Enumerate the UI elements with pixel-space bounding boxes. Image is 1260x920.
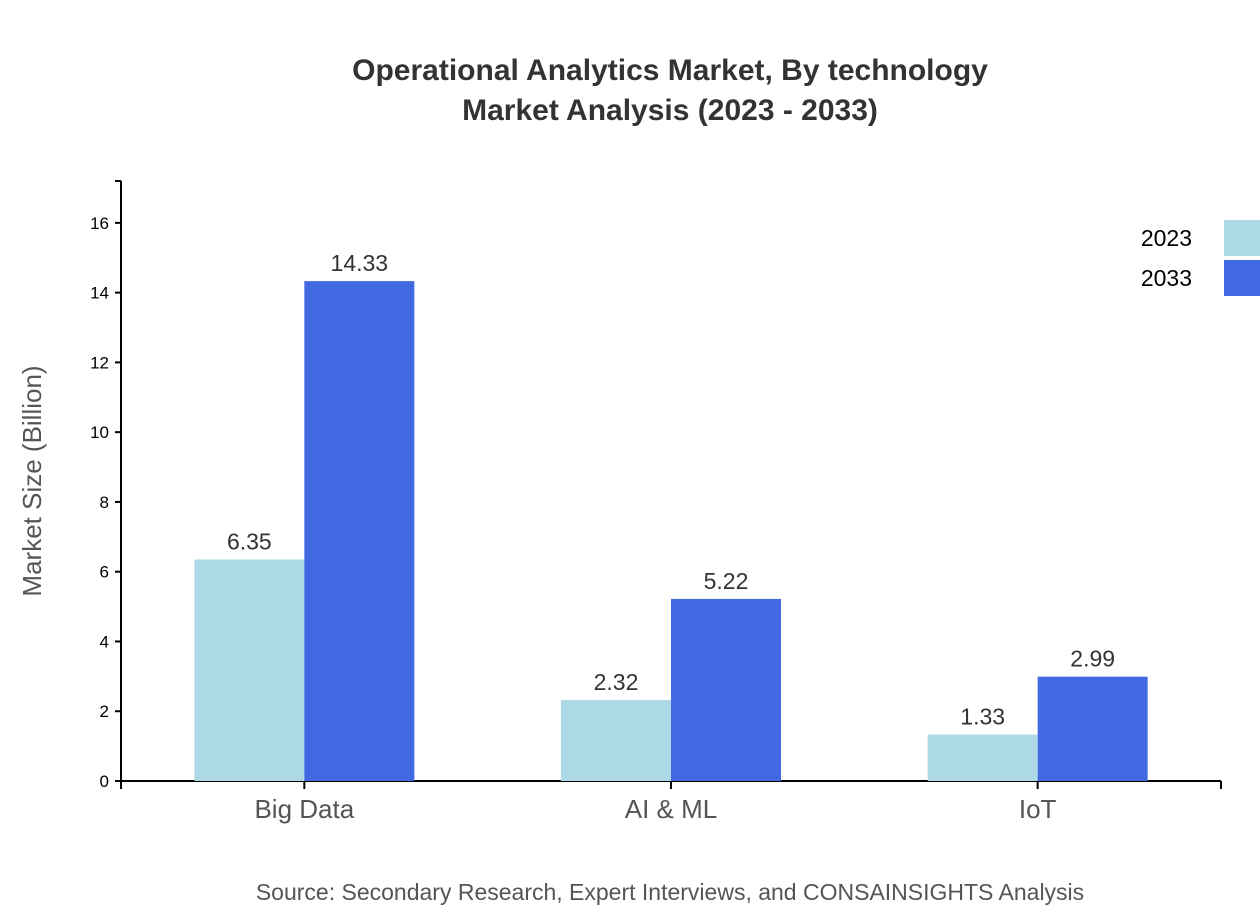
x-tick-label: AI & ML: [625, 794, 717, 824]
bar-2033-ai-ml: [671, 598, 781, 781]
y-tick-label: 0: [100, 772, 109, 791]
legend-swatch-2033: [1224, 260, 1260, 296]
y-tick-label: 12: [90, 353, 109, 372]
chart-subtitle: Market Analysis (2023 - 2033): [462, 94, 878, 127]
x-tick-label: IoT: [1019, 794, 1057, 824]
data-label: 6.35: [227, 528, 272, 554]
bar-2023-big-data: [194, 559, 305, 781]
data-label: 1.33: [960, 704, 1005, 730]
legend-label: 2023: [1141, 225, 1192, 251]
y-tick-label: 4: [100, 632, 109, 651]
data-label: 14.33: [331, 250, 389, 276]
y-tick-label: 10: [90, 423, 109, 442]
data-label: 2.32: [594, 669, 639, 695]
source-note: Source: Secondary Research, Expert Inter…: [256, 879, 1084, 905]
bar-2033-big-data: [304, 281, 415, 781]
data-label: 5.22: [704, 568, 749, 594]
y-tick-label: 2: [100, 702, 109, 721]
y-tick-label: 6: [100, 563, 109, 582]
legend-swatch-2023: [1224, 220, 1260, 256]
y-tick-label: 14: [90, 284, 109, 303]
y-tick-label: 16: [90, 214, 109, 233]
legend-label: 2033: [1141, 265, 1192, 291]
x-tick-label: Big Data: [254, 794, 354, 824]
y-tick-label: 8: [100, 493, 109, 512]
chart-title: Operational Analytics Market, By technol…: [352, 54, 988, 87]
data-label: 2.99: [1070, 646, 1115, 672]
bar-2023-ai-ml: [561, 700, 671, 781]
bar-2023-iot: [927, 734, 1038, 781]
bar-2033-iot: [1037, 676, 1148, 781]
y-axis-label: Market Size (Billion): [17, 365, 47, 596]
